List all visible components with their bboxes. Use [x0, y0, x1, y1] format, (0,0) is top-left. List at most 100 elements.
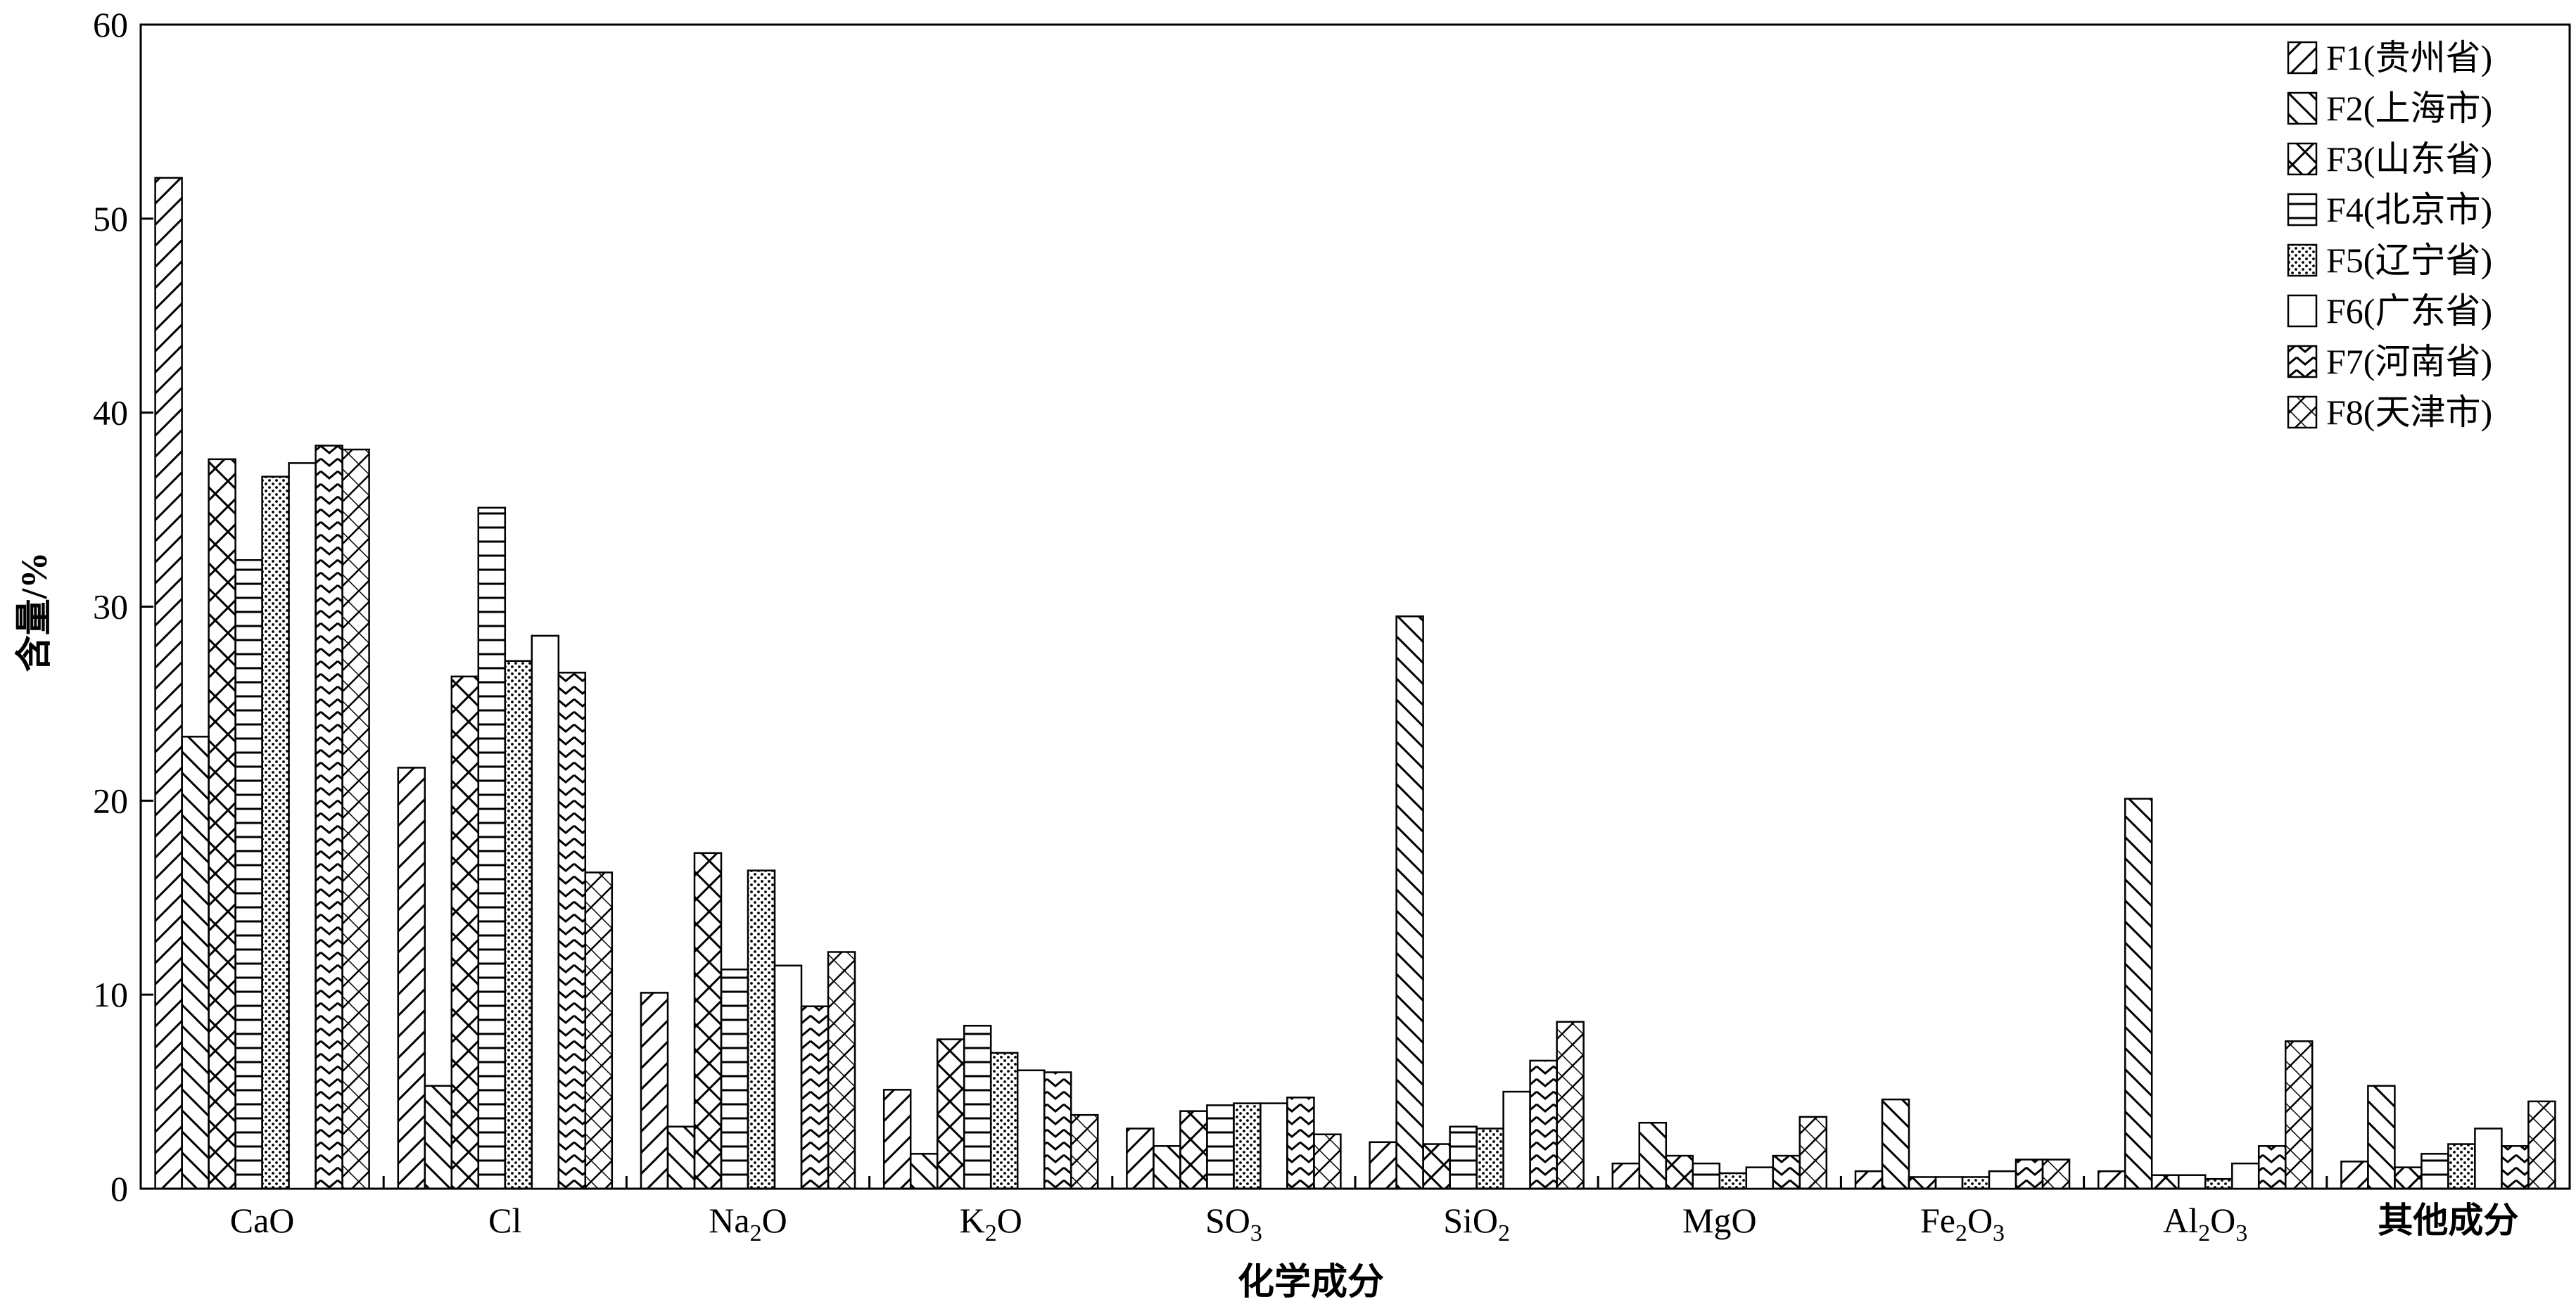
- bar-5-6: [1476, 1127, 1504, 1190]
- bar-6-6: [1502, 1090, 1531, 1190]
- y-tick-label: 30: [93, 587, 128, 627]
- y-tick-label: 40: [93, 393, 128, 433]
- bar-8-8: [2041, 1158, 2071, 1190]
- bar-4-3: [720, 969, 749, 1190]
- bar-5-4: [989, 1052, 1019, 1190]
- legend: F1(贵州省) F2(上海市) F3(山东省) F4(北京市) F5(辽宁省) F6(广东…: [2287, 38, 2492, 432]
- bar-8-3: [827, 951, 856, 1190]
- bar-7-5: [1286, 1097, 1315, 1190]
- bar-2-1: [181, 736, 210, 1190]
- bar-2-6: [1395, 615, 1424, 1190]
- bar-3-9: [2150, 1174, 2180, 1190]
- bar-5-7: [1718, 1172, 1748, 1190]
- bar-3-2: [450, 675, 480, 1190]
- legend-swatch: [2287, 91, 2318, 125]
- x-category-label: MgO: [1682, 1201, 1757, 1240]
- bar-1-6: [1369, 1141, 1397, 1190]
- legend-label: F5(辽宁省): [2326, 241, 2492, 280]
- bar-7-6: [1529, 1059, 1558, 1190]
- bar-6-2: [531, 634, 560, 1190]
- bar-4-9: [2177, 1174, 2207, 1190]
- y-tick-label: 0: [110, 1169, 128, 1208]
- bar-7-7: [1772, 1154, 1801, 1190]
- legend-label: F2(上海市): [2326, 89, 2492, 128]
- bar-4-2: [477, 506, 507, 1190]
- bar-1-7: [1611, 1162, 1641, 1190]
- y-axis: 0 10 20 30 40 50 60: [93, 5, 153, 1208]
- legend-swatch: [2287, 345, 2318, 378]
- legend-label: F8(天津市): [2326, 392, 2492, 432]
- bar-1-2: [397, 767, 426, 1190]
- bar-4-1: [234, 559, 263, 1190]
- bar-2-4: [909, 1153, 939, 1190]
- y-tick-label: 60: [93, 5, 128, 44]
- x-category-label: Na2O: [709, 1201, 787, 1246]
- bar-3-8: [1908, 1176, 1937, 1190]
- bar-1-4: [882, 1089, 912, 1190]
- legend-swatch: [2287, 294, 2318, 328]
- bar-6-5: [1260, 1102, 1288, 1190]
- x-category-label: SO3: [1205, 1201, 1262, 1246]
- bar-3-4: [936, 1038, 965, 1190]
- legend-swatch: [2287, 193, 2318, 226]
- bar-3-1: [208, 458, 236, 1190]
- bar-7-1: [315, 445, 343, 1190]
- bar-2-5: [1153, 1145, 1181, 1190]
- bar-8-7: [1798, 1116, 1828, 1190]
- bar-8-4: [1070, 1113, 1099, 1190]
- bar-2-3: [666, 1125, 696, 1190]
- bars: [154, 177, 2556, 1190]
- x-category-label: Cl: [488, 1201, 521, 1240]
- x-category-label: SiO2: [1443, 1201, 1510, 1246]
- bar-3-7: [1665, 1154, 1694, 1190]
- bar-2-10: [2367, 1085, 2396, 1190]
- bar-6-7: [1745, 1166, 1775, 1190]
- bar-7-9: [2257, 1145, 2287, 1190]
- bar-2-8: [1881, 1098, 1910, 1190]
- bar-4-4: [963, 1025, 992, 1190]
- y-tick-label: 20: [93, 781, 128, 820]
- bar-8-6: [1556, 1021, 1585, 1190]
- x-axis-title: 化学成分: [1238, 1262, 1384, 1303]
- legend-label: F6(广东省): [2326, 291, 2492, 331]
- bar-6-3: [773, 964, 803, 1190]
- bar-8-1: [341, 448, 370, 1190]
- x-axis: CaO Cl Na2O K2O SO3 SiO2 MgO Fe2O3 Al2O3 其他成分: [230, 1176, 2518, 1246]
- x-category-label: Fe2O3: [1920, 1201, 2005, 1246]
- bar-7-4: [1043, 1071, 1072, 1190]
- bar-5-10: [2447, 1143, 2476, 1190]
- bar-4-5: [1206, 1104, 1235, 1190]
- x-category-label: Al2O3: [2163, 1201, 2247, 1246]
- bar-8-9: [2284, 1040, 2314, 1190]
- x-category-label: K2O: [960, 1201, 1022, 1246]
- bar-6-8: [1988, 1170, 2017, 1190]
- bar-6-9: [2231, 1162, 2260, 1190]
- bar-8-2: [584, 871, 614, 1190]
- bar-3-3: [693, 852, 723, 1190]
- bar-1-3: [640, 992, 669, 1190]
- legend-label: F7(河南省): [2326, 342, 2492, 381]
- bar-8-10: [2527, 1100, 2556, 1190]
- bar-5-3: [747, 869, 776, 1190]
- bar-1-10: [2340, 1161, 2369, 1190]
- bar-2-9: [2124, 798, 2153, 1190]
- bar-1-9: [2097, 1170, 2126, 1190]
- bar-3-6: [1422, 1143, 1451, 1190]
- bar-1-5: [1126, 1127, 1155, 1190]
- legend-swatch: [2287, 243, 2318, 277]
- y-axis-title: 含量/%: [14, 552, 55, 672]
- y-tick-label: 50: [93, 199, 128, 238]
- legend-swatch: [2287, 142, 2318, 176]
- bar-4-7: [1692, 1162, 1721, 1190]
- bar-5-1: [261, 475, 290, 1190]
- bar-4-6: [1449, 1125, 1478, 1190]
- bar-3-5: [1179, 1110, 1208, 1190]
- bar-5-9: [2204, 1177, 2233, 1190]
- bar-7-3: [800, 1005, 830, 1190]
- bar-7-10: [2501, 1145, 2530, 1190]
- bar-1-1: [154, 177, 183, 1190]
- y-tick-label: 10: [93, 975, 128, 1014]
- bar-4-10: [2420, 1153, 2449, 1190]
